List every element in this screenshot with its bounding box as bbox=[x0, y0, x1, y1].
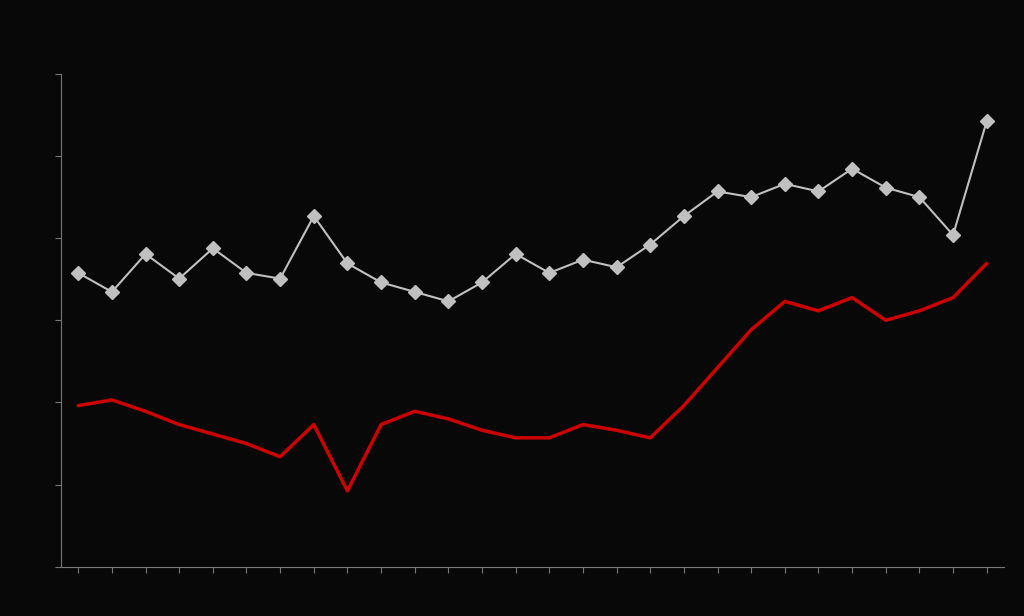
Legend:  bbox=[419, 15, 420, 17]
